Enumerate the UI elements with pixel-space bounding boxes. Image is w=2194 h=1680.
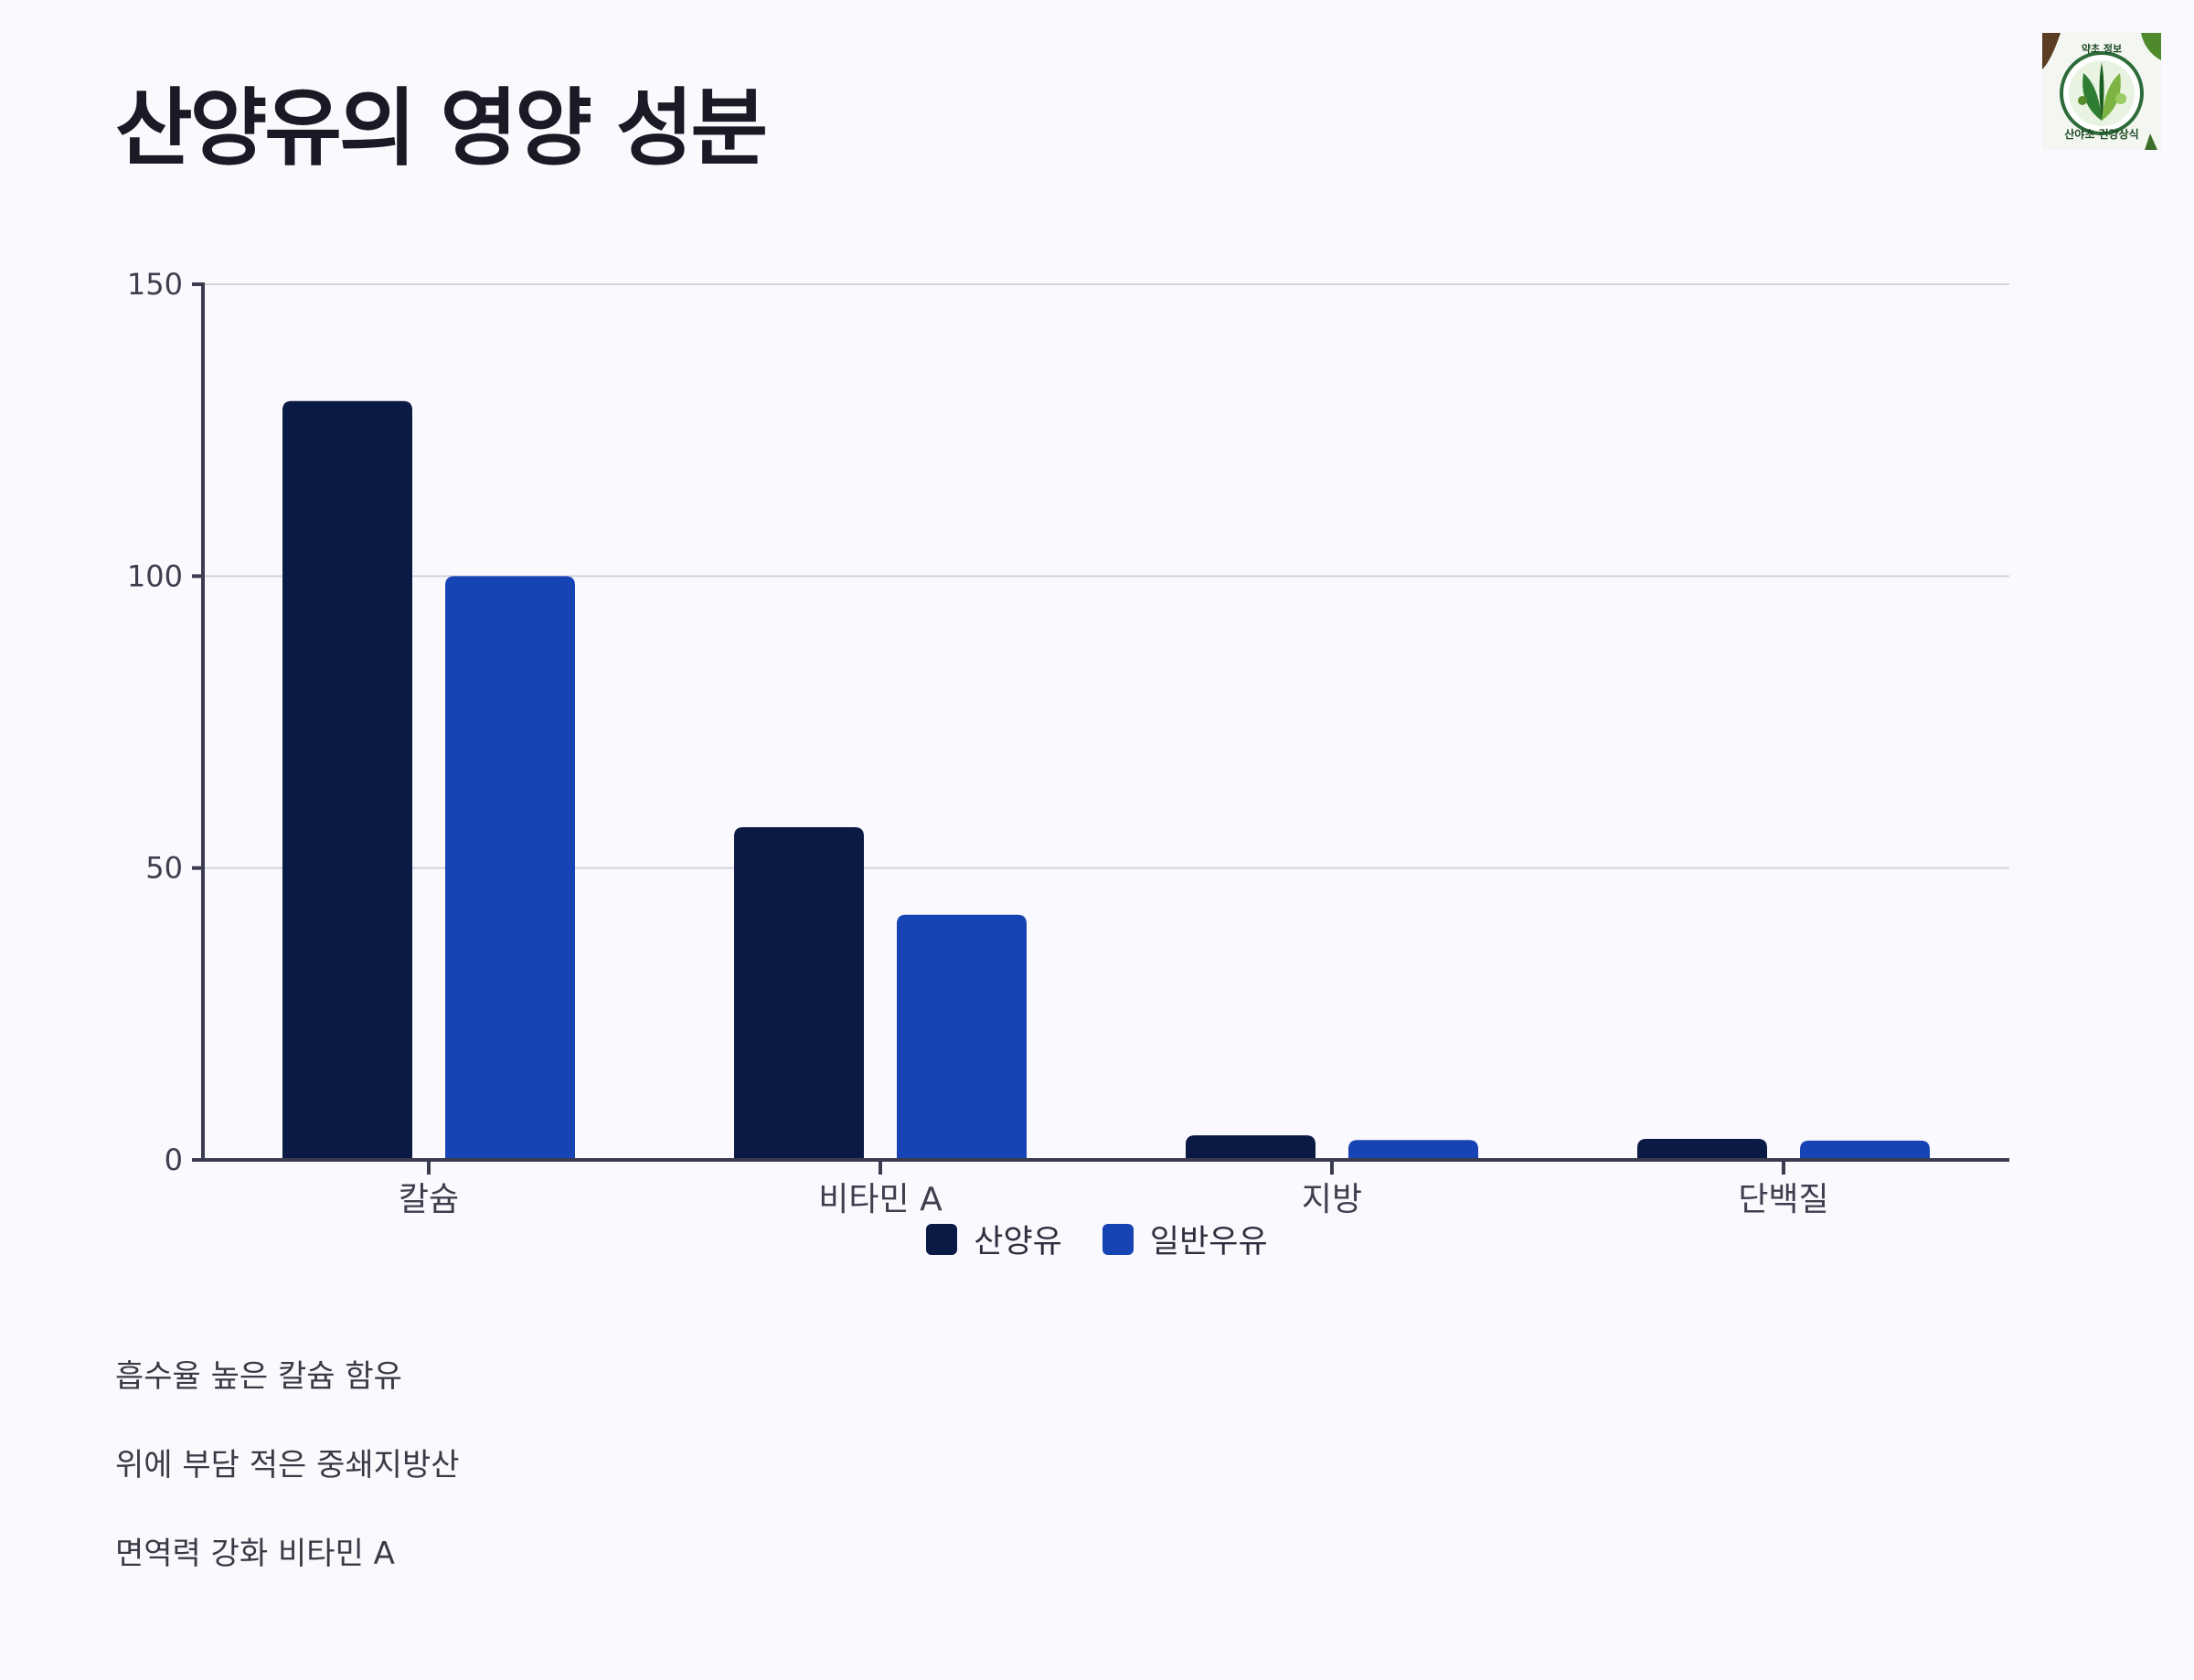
note-item: 흡수율 높은 칼슘 함유 <box>115 1358 402 1395</box>
page-title: 산양유의 영양 성분 <box>115 80 768 177</box>
x-tick-label: 칼슘 <box>399 1181 459 1218</box>
bar-cow-milk <box>1800 1140 1930 1160</box>
bar-goat-milk <box>1637 1139 1767 1160</box>
bar-goat-milk <box>734 826 864 1160</box>
logo-bottom-text: 산야초 건강상식 <box>2064 128 2139 141</box>
legend-swatch <box>1102 1223 1134 1255</box>
bar-cow-milk <box>1348 1140 1478 1160</box>
legend-label: 산양유 <box>974 1224 1062 1260</box>
y-tick-label: 100 <box>127 558 183 593</box>
legend-item: 산양유 <box>926 1216 1062 1262</box>
note-item: 면역력 강화 비타민 A <box>115 1536 395 1572</box>
y-tick-label: 150 <box>127 267 183 302</box>
bar-cow-milk <box>897 914 1027 1160</box>
note-item: 위에 부담 적은 중쇄지방산 <box>115 1447 460 1483</box>
x-tick-label: 단백질 <box>1738 1181 1828 1218</box>
legend-item: 일반우유 <box>1102 1216 1268 1262</box>
chart-legend: 산양유 일반우유 <box>0 1216 2194 1262</box>
legend-label: 일반우유 <box>1149 1224 1268 1260</box>
logo-top-text: 약초 정보 <box>2081 43 2123 55</box>
y-tick-label: 50 <box>145 851 183 886</box>
axes <box>192 282 2009 1175</box>
herb-logo-icon <box>2042 33 2161 150</box>
legend-swatch <box>926 1223 958 1255</box>
bars <box>282 400 1930 1160</box>
brand-logo: 약초 정보 산야초 건강상식 <box>2042 33 2161 150</box>
y-tick-label: 0 <box>165 1143 183 1177</box>
axis-labels: 0 50 100 150 칼슘 비타민 A 지방 단백질 <box>127 267 1829 1218</box>
x-tick-label: 지방 <box>1302 1181 1362 1218</box>
bar-cow-milk <box>445 576 575 1160</box>
bar-goat-milk <box>282 400 412 1160</box>
x-tick-label: 비타민 A <box>818 1181 943 1218</box>
bar-goat-milk <box>1186 1135 1315 1160</box>
